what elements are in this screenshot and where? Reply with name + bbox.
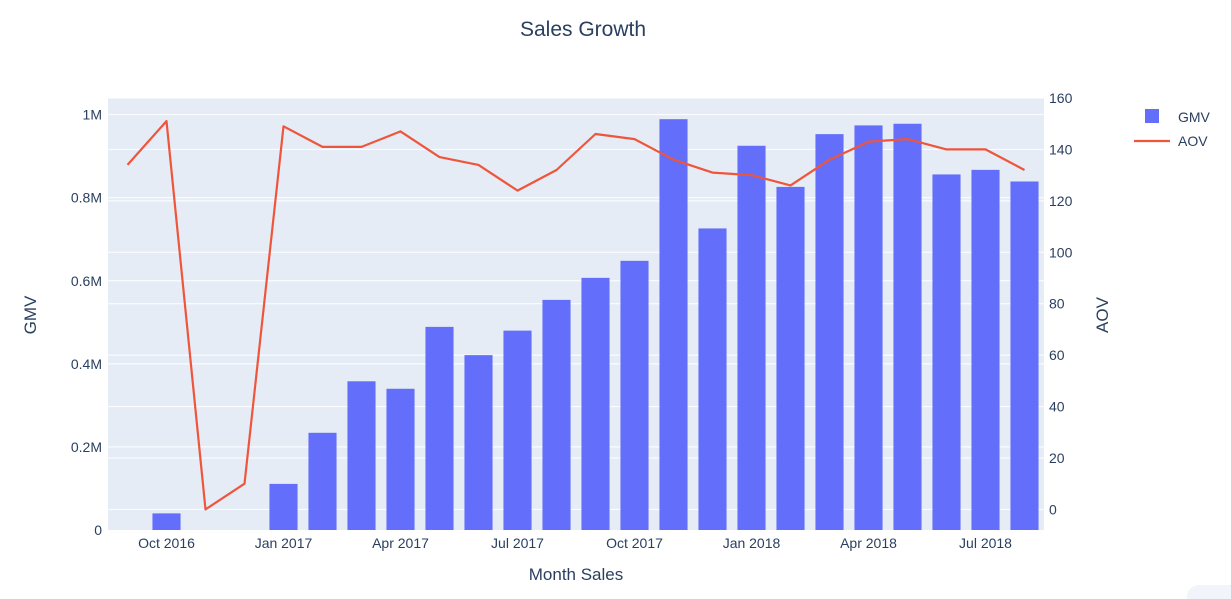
y2-tick-label: 120 (1049, 193, 1073, 209)
aov-line[interactable] (126, 119, 1026, 511)
legend-item-aov[interactable]: AOV (1134, 133, 1208, 149)
aov-line-layer (126, 119, 1026, 511)
gmv-bar[interactable] (152, 513, 181, 530)
y2-tick-label: 100 (1049, 244, 1073, 260)
gmv-bar[interactable] (854, 125, 883, 531)
x-tick-label: Apr 2017 (372, 535, 429, 551)
gmv-bar[interactable] (698, 228, 727, 530)
y2-axis-ticks: 0 20 40 60 80 100 120 140 160 (1049, 90, 1073, 517)
x-tick-label: Jan 2017 (255, 535, 313, 551)
y-tick-label: 0.6M (71, 273, 102, 289)
legend-aov-label: AOV (1178, 133, 1208, 149)
legend[interactable]: GMV AOV (1134, 109, 1211, 149)
y-tick-label: 1M (83, 107, 102, 123)
legend-gmv-label: GMV (1178, 109, 1211, 125)
y2-axis-title: AOV (1093, 296, 1112, 333)
gmv-bar[interactable] (1010, 181, 1039, 530)
x-axis-title: Month Sales (529, 565, 624, 584)
y2-tick-label: 140 (1049, 141, 1073, 157)
gmv-bar[interactable] (386, 388, 415, 530)
gmv-bar[interactable] (464, 355, 493, 530)
x-tick-label: Oct 2017 (606, 535, 663, 551)
gmv-bar[interactable] (932, 174, 961, 530)
y2-tick-label: 40 (1049, 399, 1065, 415)
gmv-bar[interactable] (503, 330, 532, 530)
gmv-bar[interactable] (308, 432, 337, 530)
y-axis-ticks: 0 0.2M 0.4M 0.6M 0.8M 1M (71, 107, 102, 538)
y2-tick-label: 160 (1049, 90, 1073, 106)
x-axis-ticks: Oct 2016 Jan 2017 Apr 2017 Jul 2017 Oct 2017… (138, 535, 1012, 551)
legend-item-gmv[interactable]: GMV (1145, 109, 1211, 125)
x-tick-label: Jul 2017 (491, 535, 544, 551)
x-tick-label: Apr 2018 (840, 535, 897, 551)
corner-widget (1187, 585, 1231, 599)
gmv-bar[interactable] (542, 299, 571, 530)
gmv-bar[interactable] (425, 326, 454, 530)
x-tick-label: Oct 2016 (138, 535, 195, 551)
y-tick-label: 0.8M (71, 190, 102, 206)
y2-tick-label: 80 (1049, 296, 1065, 312)
grid-lines (108, 97, 1044, 510)
gmv-bar[interactable] (893, 123, 922, 530)
gmv-bar[interactable] (815, 134, 844, 530)
chart-title: Sales Growth (520, 18, 646, 41)
y2-tick-label: 60 (1049, 347, 1065, 363)
gmv-bar[interactable] (659, 119, 688, 530)
y2-tick-label: 20 (1049, 450, 1065, 466)
y2-tick-label: 0 (1049, 501, 1057, 517)
gmv-bar[interactable] (269, 483, 298, 530)
gmv-bar[interactable] (737, 145, 766, 530)
gmv-bar[interactable] (776, 186, 805, 530)
legend-gmv-swatch (1145, 109, 1159, 123)
y-axis-title: GMV (21, 295, 40, 334)
gmv-bar[interactable] (971, 169, 1000, 530)
gmv-bar[interactable] (581, 277, 610, 530)
gmv-bar[interactable] (620, 260, 649, 530)
gmv-bars (152, 119, 1039, 531)
y-tick-label: 0 (94, 522, 102, 538)
gmv-bar[interactable] (347, 381, 376, 530)
y-tick-label: 0.4M (71, 356, 102, 372)
x-tick-label: Jul 2018 (959, 535, 1012, 551)
x-tick-label: Jan 2018 (723, 535, 781, 551)
y-tick-label: 0.2M (71, 439, 102, 455)
